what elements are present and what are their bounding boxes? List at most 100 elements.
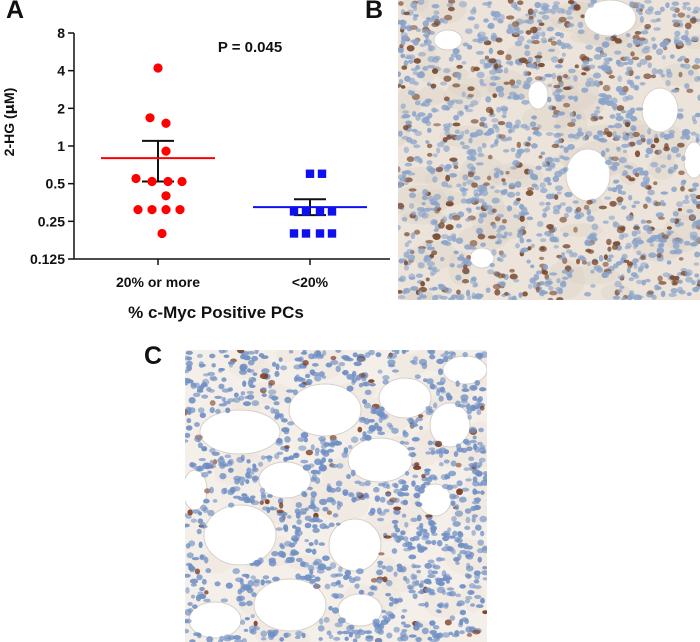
- nucleus: [691, 10, 699, 14]
- nucleus: [598, 130, 604, 137]
- nucleus: [624, 245, 631, 250]
- nucleus: [677, 286, 684, 294]
- nucleus: [260, 455, 266, 460]
- stained-nucleus: [401, 65, 408, 70]
- nucleus: [205, 568, 212, 574]
- nucleus: [509, 60, 514, 66]
- nucleus: [627, 58, 634, 66]
- nucleus: [410, 39, 419, 43]
- nucleus: [681, 128, 691, 136]
- nucleus: [476, 441, 483, 446]
- data-point: [317, 169, 327, 178]
- nucleus: [308, 504, 317, 510]
- nucleus: [691, 280, 696, 286]
- nucleus: [677, 221, 685, 227]
- nucleus: [266, 506, 271, 514]
- nucleus: [643, 170, 649, 177]
- nucleus: [561, 280, 566, 286]
- nucleus: [334, 441, 339, 446]
- nucleus: [185, 432, 191, 439]
- nucleus: [348, 493, 355, 498]
- nucleus: [464, 508, 472, 514]
- nucleus: [436, 381, 445, 386]
- nucleus: [251, 475, 259, 481]
- nucleus: [195, 594, 202, 602]
- nucleus: [613, 50, 622, 55]
- nucleus: [450, 294, 459, 299]
- nucleus: [427, 440, 433, 446]
- nucleus: [431, 3, 440, 9]
- nucleus: [274, 414, 283, 418]
- stained-nucleus: [302, 359, 309, 366]
- stained-nucleus: [549, 290, 558, 296]
- nucleus: [615, 59, 621, 65]
- nucleus: [406, 417, 414, 422]
- nucleus: [243, 628, 249, 633]
- nucleus: [630, 272, 638, 277]
- nucleus: [506, 136, 513, 141]
- nucleus: [633, 243, 638, 250]
- nucleus: [342, 574, 349, 580]
- nucleus: [474, 524, 482, 531]
- nucleus: [514, 26, 520, 31]
- nucleus: [269, 507, 278, 511]
- nucleus: [540, 37, 547, 44]
- nucleus: [465, 207, 472, 212]
- nucleus: [425, 406, 433, 410]
- nucleus: [553, 132, 562, 138]
- data-point: [327, 229, 337, 238]
- nucleus: [314, 583, 319, 590]
- nucleus: [611, 165, 618, 172]
- nucleus: [440, 532, 450, 537]
- nucleus: [655, 286, 662, 290]
- nucleus: [431, 539, 437, 546]
- nucleus: [563, 212, 569, 219]
- nucleus: [460, 141, 465, 145]
- nucleus: [402, 536, 409, 542]
- nucleus: [639, 16, 644, 23]
- nucleus: [219, 462, 226, 469]
- nucleus: [690, 242, 697, 247]
- nucleus: [298, 511, 307, 515]
- nucleus: [459, 186, 466, 192]
- stained-nucleus: [645, 219, 652, 224]
- nucleus: [480, 530, 485, 537]
- stained-nucleus: [483, 182, 490, 186]
- nucleus: [556, 7, 565, 14]
- nucleus: [694, 57, 700, 64]
- nucleus: [212, 499, 218, 503]
- nucleus: [398, 295, 406, 300]
- nucleus: [331, 607, 340, 614]
- nucleus: [420, 103, 426, 107]
- nucleus: [457, 531, 464, 538]
- nucleus: [209, 353, 216, 359]
- stained-nucleus: [607, 246, 612, 252]
- stained-nucleus: [531, 26, 538, 34]
- nucleus: [640, 30, 649, 35]
- stained-nucleus: [677, 142, 685, 148]
- nucleus: [404, 75, 411, 82]
- nucleus: [305, 548, 313, 553]
- nucleus: [341, 354, 350, 360]
- nucleus: [615, 146, 621, 151]
- data-point: [301, 207, 311, 216]
- stained-nucleus: [638, 37, 646, 41]
- nucleus: [412, 474, 419, 479]
- nucleus: [670, 88, 680, 93]
- nucleus: [318, 464, 327, 472]
- nucleus: [250, 614, 255, 619]
- nucleus: [677, 58, 683, 62]
- x-axis-label: % c-Myc Positive PCs: [128, 303, 304, 322]
- nucleus: [592, 72, 602, 79]
- nucleus: [356, 568, 364, 575]
- stained-nucleus: [406, 156, 415, 163]
- nucleus: [322, 555, 330, 561]
- nucleus: [518, 211, 527, 216]
- nucleus: [320, 444, 327, 449]
- nucleus: [410, 517, 418, 522]
- stained-nucleus: [629, 141, 636, 147]
- nucleus: [295, 557, 303, 563]
- nucleus: [264, 580, 272, 584]
- nucleus: [524, 44, 530, 50]
- nucleus: [374, 626, 383, 634]
